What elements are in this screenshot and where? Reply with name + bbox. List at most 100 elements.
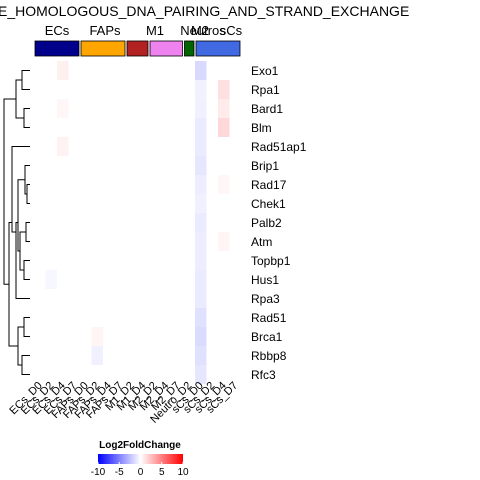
row-label: Topbp1 [251, 254, 291, 268]
row-label: Brip1 [251, 159, 279, 173]
heatmap-cell [34, 194, 46, 214]
heatmap-cell [57, 270, 69, 290]
heatmap-cell [103, 213, 115, 233]
heatmap-cell [229, 213, 242, 233]
heatmap-cell [114, 308, 127, 328]
heatmap-cell [68, 232, 81, 252]
heatmap-cell [206, 194, 219, 214]
heatmap-cell [172, 270, 184, 290]
heatmap-cell [229, 194, 242, 214]
heatmap-cell [126, 251, 138, 271]
heatmap-cell [218, 308, 230, 328]
heatmap-cell [218, 232, 230, 252]
heatmap-cell [195, 365, 207, 385]
heatmap-cell [137, 308, 150, 328]
heatmap-cell [172, 327, 184, 347]
heatmap-cell [126, 365, 138, 385]
heatmap-cell [229, 61, 242, 81]
heatmap-cell [57, 118, 69, 138]
heatmap-cell [80, 137, 92, 157]
heatmap-cell [91, 156, 104, 176]
heatmap-cell [126, 213, 138, 233]
row-label: Palb2 [251, 216, 282, 230]
heatmap-cell [80, 289, 92, 309]
heatmap-cell [149, 308, 161, 328]
dendrogram-branch [8, 222, 18, 347]
legend-tick-label: -10 [91, 467, 106, 478]
heatmap-cell [229, 156, 242, 176]
heatmap-cell [126, 270, 138, 290]
heatmap-cell [229, 232, 242, 252]
heatmap-cell [68, 61, 81, 81]
heatmap-cell [103, 175, 115, 195]
heatmap-cell [80, 232, 92, 252]
heatmap-cell [57, 137, 69, 157]
heatmap-cell [103, 251, 115, 271]
heatmap-cell [137, 365, 150, 385]
heatmap-cell [68, 137, 81, 157]
heatmap-cell [183, 213, 196, 233]
heatmap-cell [45, 232, 58, 252]
heatmap-cell [126, 156, 138, 176]
heatmap-cell [229, 308, 242, 328]
heatmap-cell [206, 99, 219, 119]
heatmap-cell [160, 232, 173, 252]
heatmap-cell [206, 270, 219, 290]
heatmap-cell [68, 213, 81, 233]
heatmap-cell [68, 270, 81, 290]
heatmap-cell [57, 365, 69, 385]
heatmap-cell [57, 327, 69, 347]
heatmap-cell [206, 232, 219, 252]
legend-colorbar [98, 454, 183, 464]
heatmap-cell [34, 175, 46, 195]
heatmap-cell [137, 118, 150, 138]
row-dendrogram [3, 70, 30, 375]
heatmap-cell [80, 156, 92, 176]
heatmap-cell [195, 327, 207, 347]
heatmap-cell [34, 61, 46, 81]
heatmap-cell [206, 137, 219, 157]
heatmap-cell [68, 251, 81, 271]
heatmap-cell [172, 346, 184, 366]
heatmap-cell [218, 289, 230, 309]
heatmap-cell [103, 308, 115, 328]
heatmap-cell [172, 213, 184, 233]
group-color-block [195, 40, 241, 57]
heatmap-cell [114, 61, 127, 81]
heatmap-cell [57, 289, 69, 309]
heatmap-cell [195, 213, 207, 233]
heatmap-cell [114, 194, 127, 214]
heatmap-cell [34, 365, 46, 385]
heatmap-cell [229, 137, 242, 157]
heatmap-cell [114, 156, 127, 176]
heatmap-cell [34, 80, 46, 100]
row-label: Rad51 [251, 311, 287, 325]
group-label: FAPs [89, 23, 121, 38]
heatmap-cell [183, 251, 196, 271]
heatmap-cell [160, 99, 173, 119]
heatmap-cell [45, 156, 58, 176]
heatmap-cell [114, 99, 127, 119]
heatmap-cell [57, 346, 69, 366]
heatmap-cell [195, 175, 207, 195]
heatmap-cell [114, 232, 127, 252]
heatmap-cell [229, 346, 242, 366]
heatmap-cell [34, 232, 46, 252]
heatmap-cell [195, 156, 207, 176]
heatmap-cell [57, 80, 69, 100]
heatmap-cell [91, 194, 104, 214]
heatmap-cell [91, 289, 104, 309]
row-label: Atm [251, 235, 272, 249]
heatmap-cell [183, 194, 196, 214]
heatmap-cell [45, 137, 58, 157]
heatmap-cell [57, 99, 69, 119]
heatmap-cell [68, 156, 81, 176]
heatmap-cell [103, 289, 115, 309]
heatmap-cell [45, 213, 58, 233]
group-label: ECs [45, 23, 70, 38]
heatmap-cell [183, 232, 196, 252]
heatmap-cell [103, 270, 115, 290]
heatmap-cell [160, 308, 173, 328]
heatmap-cell [183, 80, 196, 100]
color-legend: Log2FoldChange -10 -5 0 5 10 [91, 440, 189, 478]
